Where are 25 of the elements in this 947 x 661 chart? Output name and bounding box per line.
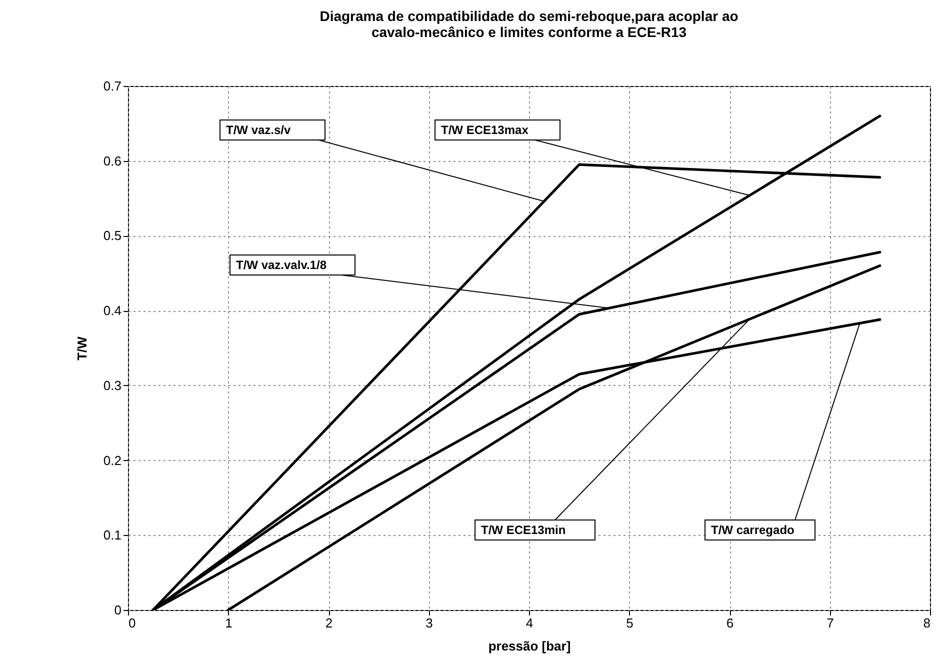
y-tick-label: 0.2: [103, 452, 122, 468]
text: T/W carregado: [711, 523, 794, 537]
text: T/W ECE13max: [441, 123, 529, 137]
x-tick-label: 5: [626, 616, 634, 630]
y-tick-label: 0.1: [103, 528, 122, 543]
x-axis-title: pressão [bar]: [488, 638, 571, 654]
x-tick-label: 7: [826, 616, 834, 630]
text: T/W vaz.s/v: [226, 123, 292, 137]
y-tick-label: 0.4: [103, 303, 122, 318]
text: T/W ECE13min: [481, 523, 566, 537]
y-tick-label: 0.7: [103, 78, 122, 94]
chart-title: Diagrama de compatibilidade do semi-reboque,para acoplar ao cavalo-mecânico e limites conforme a ECE-R13: [320, 8, 738, 40]
y-tick-label: 0.6: [103, 153, 122, 168]
x-tick-label: 6: [726, 616, 734, 630]
y-axis-title: T/W: [74, 336, 90, 360]
x-tick-label: 0: [128, 616, 136, 630]
y-tick-label: 0.3: [103, 378, 122, 393]
x-tick-label: 3: [426, 616, 433, 630]
x-tick-label: 1: [225, 616, 232, 630]
text: T/W vaz.valv.1/8: [236, 258, 327, 272]
y-tick-label: 0: [114, 602, 122, 618]
y-tick-label: 0.5: [103, 228, 122, 244]
x-tick-label: 2: [325, 616, 333, 630]
x-tick-label: 4: [526, 616, 534, 630]
x-tick-label: 8: [923, 616, 930, 630]
